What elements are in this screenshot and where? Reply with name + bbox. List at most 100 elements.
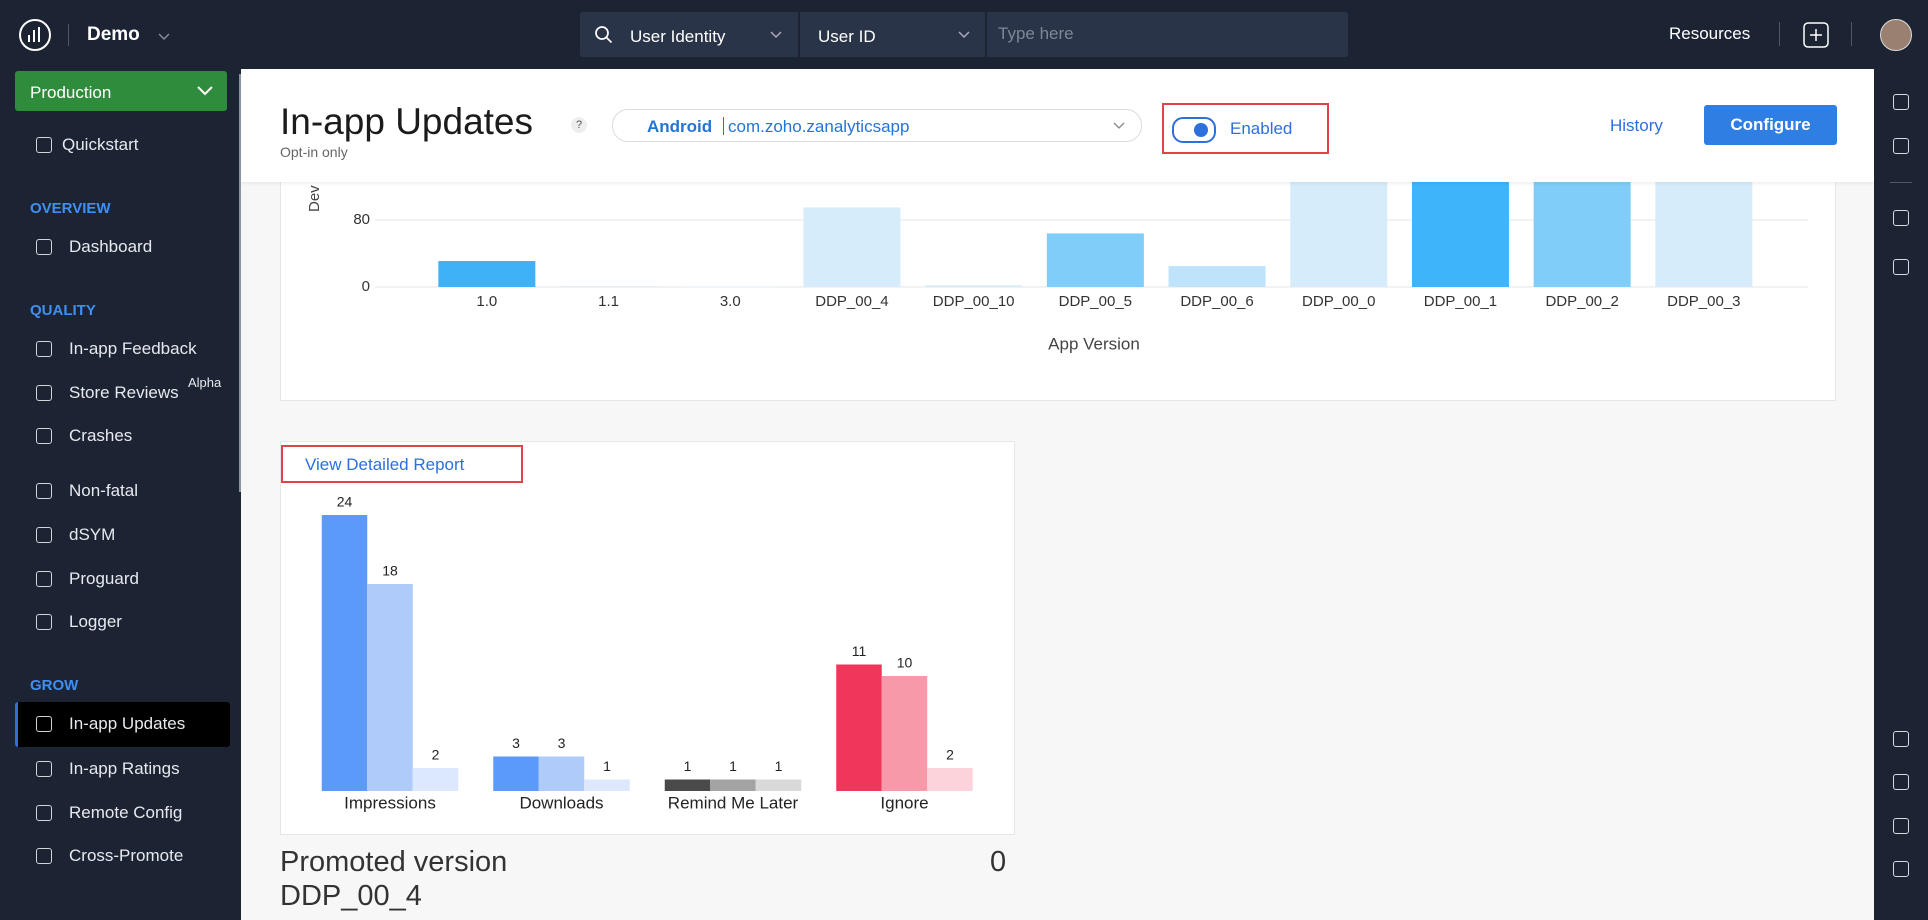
divider — [1851, 22, 1852, 46]
nav-item[interactable]: Cross-Promote — [69, 846, 184, 865]
divider — [798, 12, 800, 57]
nav-item[interactable]: Logger — [69, 612, 122, 631]
toggle-label: Enabled — [1230, 119, 1293, 138]
app-name[interactable]: Demo — [87, 24, 140, 45]
environment: Production — [30, 83, 112, 102]
value-label: 3 — [512, 735, 520, 751]
nav-item[interactable]: Store Reviews — [69, 383, 179, 402]
x-tick-label: 1.1 — [598, 293, 619, 310]
logo — [19, 19, 51, 51]
bar — [1655, 169, 1753, 287]
nav-item[interactable]: Non-fatal — [69, 481, 138, 500]
x-tick-label: 1.0 — [476, 293, 497, 310]
search-field[interactable]: User Identity — [630, 27, 726, 46]
nav-icon — [36, 614, 52, 630]
nav-item[interactable]: Quickstart — [62, 135, 139, 154]
x-tick-label: Downloads — [519, 793, 603, 812]
value-label: 3 — [558, 735, 566, 751]
toggle-switch[interactable] — [1172, 117, 1216, 143]
divider — [1890, 182, 1912, 183]
bar — [710, 779, 756, 791]
rail-icon[interactable] — [1893, 259, 1909, 275]
rail-icon[interactable] — [1893, 774, 1909, 790]
bar — [755, 779, 802, 791]
package: com.zoho.zanalyticsapp — [728, 117, 910, 136]
history-link[interactable]: History — [1610, 116, 1663, 135]
badge: Alpha — [188, 375, 222, 390]
search-input[interactable]: Type here — [998, 24, 1074, 43]
chevron — [1113, 122, 1125, 129]
rail-icon[interactable] — [1893, 210, 1909, 226]
nav-icon — [36, 716, 52, 732]
rail-icon[interactable] — [1893, 731, 1909, 747]
value-label: 1 — [729, 758, 737, 774]
search-key[interactable]: User ID — [818, 27, 876, 46]
bar — [493, 756, 539, 791]
x-tick-label: DDP_00_3 — [1667, 293, 1740, 310]
chevron — [158, 33, 170, 41]
x-tick-label: DDP_00_1 — [1424, 293, 1497, 310]
toggle-highlight: Enabled — [1162, 103, 1329, 154]
subtitle: Opt-in only — [280, 144, 348, 160]
rail-icon[interactable] — [1893, 861, 1909, 877]
nav-icon — [36, 428, 52, 444]
bar — [321, 515, 368, 791]
configure-button[interactable]: Configure — [1704, 105, 1837, 145]
environment-select[interactable]: Production — [15, 71, 227, 111]
section-title: GROW — [30, 677, 79, 694]
x-tick-label: DDP_00_5 — [1059, 293, 1132, 310]
value-label: 24 — [337, 494, 353, 510]
nav-item[interactable]: In-app Feedback — [69, 339, 197, 358]
page-header: In-app Updates ? Opt-in only Android com… — [241, 69, 1874, 182]
nav-item[interactable]: Dashboard — [69, 237, 153, 256]
nav-icon — [36, 805, 52, 821]
bar — [412, 768, 459, 791]
chevron — [770, 31, 782, 39]
bar — [925, 285, 1023, 287]
nav-icon — [36, 385, 52, 401]
report-link[interactable]: View Detailed Report — [305, 455, 465, 474]
platform: Android — [647, 117, 713, 136]
y-axis-label: Dev — [306, 185, 323, 212]
nav-item[interactable]: In-app Ratings — [69, 759, 180, 778]
nav-item[interactable]: Crashes — [69, 426, 133, 445]
rail-icon[interactable] — [1893, 138, 1909, 154]
resources-link[interactable]: Resources — [1669, 24, 1751, 43]
nav-item[interactable]: Remote Config — [69, 803, 183, 822]
bar — [538, 756, 585, 791]
divider — [68, 24, 69, 46]
rail-icon[interactable] — [1893, 94, 1909, 110]
bar — [1046, 233, 1144, 287]
x-tick-label: Impressions — [344, 793, 436, 812]
section-title: QUALITY — [30, 302, 96, 319]
bar — [927, 768, 973, 791]
promoted-label: Promoted version — [280, 846, 508, 878]
value-label: 1 — [775, 758, 783, 774]
nav-icon — [36, 239, 52, 255]
x-tick-label: DDP_00_10 — [933, 293, 1015, 310]
avatar[interactable] — [1880, 19, 1912, 51]
app-select[interactable]: Android com.zoho.zanalyticsapp — [612, 109, 1142, 142]
x-tick-label: 3.0 — [720, 293, 741, 310]
promoted-count: 0 — [990, 846, 1007, 878]
divider — [1779, 22, 1780, 46]
divider — [985, 12, 987, 57]
value-label: 11 — [852, 643, 867, 659]
x-tick-label: DDP_00_0 — [1302, 293, 1375, 310]
divider — [723, 117, 724, 135]
nav-item[interactable]: dSYM — [69, 525, 116, 544]
rail-icon[interactable] — [1893, 818, 1909, 834]
bar — [664, 779, 711, 791]
add-button[interactable] — [1803, 22, 1829, 48]
x-tick-label: DDP_00_2 — [1545, 293, 1618, 310]
nav-icon — [36, 483, 52, 499]
right-rail — [1874, 69, 1928, 920]
nav-icon — [36, 341, 52, 357]
value-label: 1 — [603, 758, 611, 774]
bar — [560, 286, 658, 287]
nav-item[interactable]: Proguard — [69, 569, 139, 588]
nav-icon — [36, 571, 52, 587]
nav-item[interactable]: In-app Updates — [69, 714, 186, 733]
x-axis-label: App Version — [1048, 334, 1140, 353]
help-icon[interactable]: ? — [571, 117, 587, 133]
